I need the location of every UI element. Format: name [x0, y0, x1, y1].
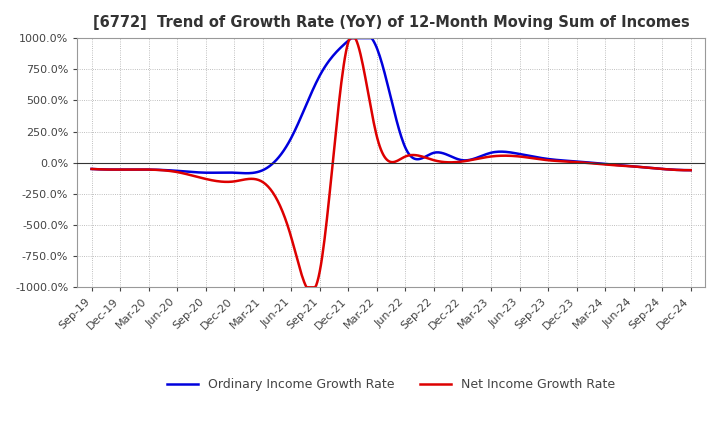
Ordinary Income Growth Rate [446, 154, 455, 159]
Net Income Growth Rate [414, 153, 423, 158]
Net Income Growth Rate [378, 150, 387, 155]
Net Income Growth Rate [446, 160, 455, 165]
Ordinary Income Growth Rate [675, 167, 683, 172]
Net Income Growth Rate [686, 168, 695, 173]
Ordinary Income Growth Rate [374, 50, 383, 55]
Ordinary Income Growth Rate [378, 61, 387, 66]
Ordinary Income Growth Rate [348, 36, 356, 41]
Ordinary Income Growth Rate [581, 160, 590, 165]
Ordinary Income Growth Rate [242, 171, 251, 176]
Ordinary Income Growth Rate [686, 168, 695, 173]
Net Income Growth Rate [346, 36, 355, 41]
Net Income Growth Rate [675, 167, 683, 172]
Net Income Growth Rate [87, 166, 96, 172]
Line: Ordinary Income Growth Rate: Ordinary Income Growth Rate [91, 38, 690, 173]
Legend: Ordinary Income Growth Rate, Net Income Growth Rate: Ordinary Income Growth Rate, Net Income … [162, 373, 620, 396]
Line: Net Income Growth Rate: Net Income Growth Rate [91, 38, 690, 287]
Ordinary Income Growth Rate [414, 157, 423, 162]
Net Income Growth Rate [374, 140, 383, 145]
Ordinary Income Growth Rate [87, 166, 96, 172]
Net Income Growth Rate [581, 160, 590, 165]
Net Income Growth Rate [303, 285, 312, 290]
Title: [6772]  Trend of Growth Rate (YoY) of 12-Month Moving Sum of Incomes: [6772] Trend of Growth Rate (YoY) of 12-… [93, 15, 690, 30]
